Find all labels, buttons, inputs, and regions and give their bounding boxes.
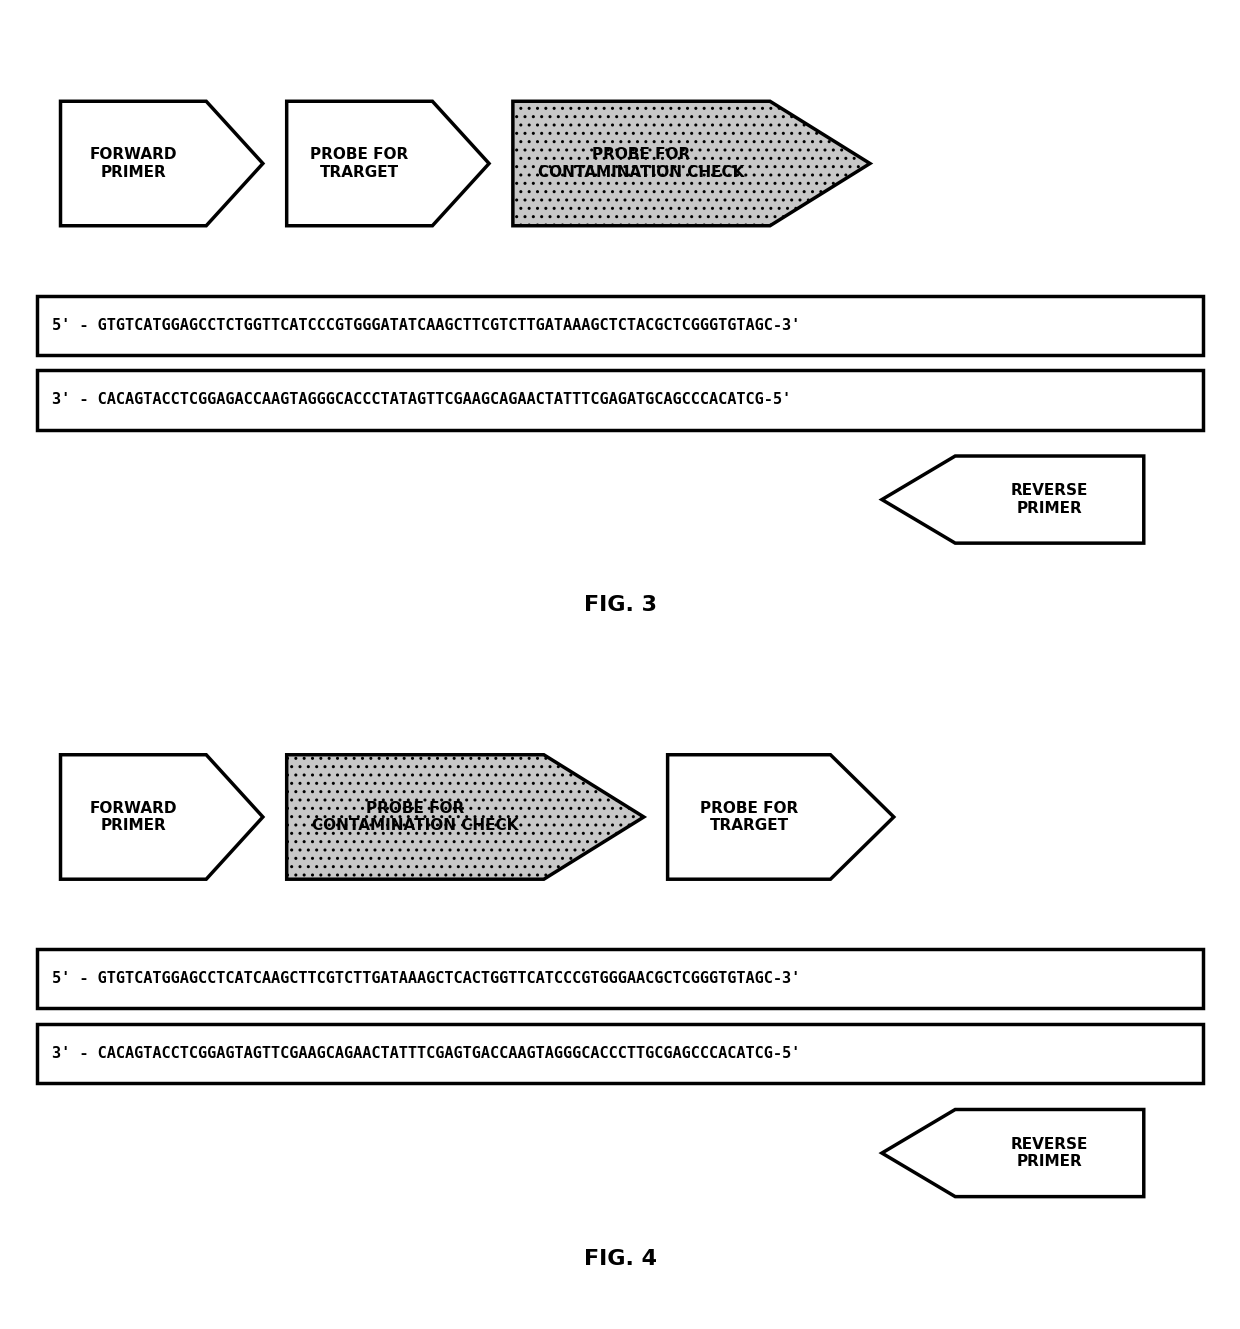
Text: FORWARD
PRIMER: FORWARD PRIMER [89,801,177,833]
Polygon shape [882,456,1143,544]
Text: REVERSE
PRIMER: REVERSE PRIMER [1011,484,1089,516]
Polygon shape [513,101,870,226]
Text: FORWARD
PRIMER: FORWARD PRIMER [89,148,177,179]
Text: PROBE FOR
CONTAMINATION CHECK: PROBE FOR CONTAMINATION CHECK [312,801,518,833]
Polygon shape [882,1110,1143,1196]
Text: PROBE FOR
TRARGET: PROBE FOR TRARGET [699,801,799,833]
Polygon shape [61,755,263,880]
Polygon shape [667,755,894,880]
Text: 3' - CACAGTACCTCGGAGACCAAGTAGGGCACCCTATAGTTCGAAGCAGAACTATTTCGAGATGCAGCCCACATCG-5: 3' - CACAGTACCTCGGAGACCAAGTAGGGCACCCTATA… [52,392,791,408]
Text: FIG. 3: FIG. 3 [584,595,656,615]
FancyBboxPatch shape [37,296,1203,355]
Polygon shape [286,101,489,226]
FancyBboxPatch shape [37,371,1203,429]
Text: PROBE FOR
CONTAMINATION CHECK: PROBE FOR CONTAMINATION CHECK [538,148,744,179]
Text: PROBE FOR
TRARGET: PROBE FOR TRARGET [310,148,409,179]
FancyBboxPatch shape [37,949,1203,1009]
Text: FIG. 4: FIG. 4 [584,1249,656,1269]
Text: 5' - GTGTCATGGAGCCTCATCAAGCTTCGTCTTGATAAAGCTCACTGGTTCATCCCGTGGGAACGCTCGGGTGTAGC-: 5' - GTGTCATGGAGCCTCATCAAGCTTCGTCTTGATAA… [52,971,801,986]
Polygon shape [61,101,263,226]
Text: REVERSE
PRIMER: REVERSE PRIMER [1011,1136,1089,1170]
Text: 3' - CACAGTACCTCGGAGTAGTTCGAAGCAGAACTATTTCGAGTGACCAAGTAGGGCACCCTTGCGAGCCCACATCG-: 3' - CACAGTACCTCGGAGTAGTTCGAAGCAGAACTATT… [52,1046,801,1061]
FancyBboxPatch shape [37,1023,1203,1083]
Polygon shape [286,755,644,880]
Text: 5' - GTGTCATGGAGCCTCTGGTTCATCCCGTGGGATATCAAGCTTCGTCTTGATAAAGCTCTACGCTCGGGTGTAGC-: 5' - GTGTCATGGAGCCTCTGGTTCATCCCGTGGGATAT… [52,318,801,332]
